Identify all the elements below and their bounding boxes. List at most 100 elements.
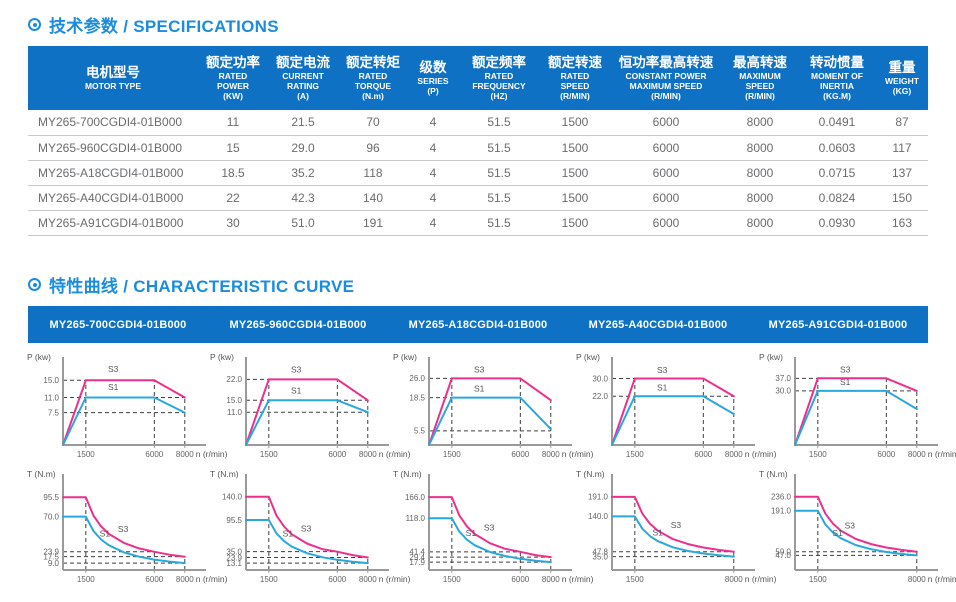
svg-text:1500: 1500 <box>443 575 461 584</box>
svg-text:n (r/min): n (r/min) <box>379 449 411 459</box>
power-curve-chart-5: S3 S1 37.0 30.0 1500 6000 8000 P (kw) n (r/min) <box>757 352 956 465</box>
curve-s3 <box>611 495 735 553</box>
power-curve-chart-2: S3 S1 22.0 15.0 11.0 1500 6000 8000 P (kw) n (r/m… <box>208 352 411 465</box>
table-cell: 29.0 <box>268 135 338 161</box>
table-cell: 150 <box>876 185 928 211</box>
motor-type-cell: MY265-960CGDI4-01B000 <box>28 135 198 161</box>
svg-text:95.5: 95.5 <box>226 516 242 525</box>
table-cell: 35.2 <box>268 160 338 186</box>
table-cell: 15 <box>198 135 268 161</box>
svg-text:140.0: 140.0 <box>222 493 243 502</box>
svg-text:1500: 1500 <box>260 450 278 459</box>
svg-text:n (r/min): n (r/min) <box>745 574 777 584</box>
svg-text:30.0: 30.0 <box>775 387 791 396</box>
svg-text:1500: 1500 <box>626 575 644 584</box>
svg-text:T (N.m): T (N.m) <box>576 469 605 479</box>
characteristic-curve-title-text: 特性曲线 / CHARACTERISTIC CURVE <box>49 277 355 296</box>
svg-text:8000: 8000 <box>176 575 194 584</box>
table-cell: 21.5 <box>268 110 338 136</box>
torque-curve-chart-3: S3 S1 166.0 118.0 41.4 29.4 17.9 1500 6000 8000 T … <box>391 469 594 590</box>
table-cell: 118 <box>338 160 408 186</box>
table-cell: 51.5 <box>458 135 540 161</box>
svg-text:S3: S3 <box>474 364 485 374</box>
curve-s3 <box>245 495 369 559</box>
column-header: 额定电流 CURRENT RATING (A) <box>268 46 338 110</box>
svg-text:6000: 6000 <box>145 450 163 459</box>
svg-text:P (kw): P (kw) <box>576 352 600 362</box>
svg-text:22.0: 22.0 <box>592 392 608 401</box>
svg-text:n (r/min): n (r/min) <box>562 449 594 459</box>
specifications-table: 电机型号 MOTOR TYPE 额定功率 RATED POWER (KW) 额定电流 CURR… <box>28 46 928 236</box>
table-cell: 6000 <box>610 110 722 136</box>
svg-text:22.0: 22.0 <box>226 375 242 384</box>
svg-text:17.5: 17.5 <box>43 552 59 561</box>
svg-text:8000: 8000 <box>542 575 560 584</box>
svg-text:S3: S3 <box>845 520 856 530</box>
table-cell: 11 <box>198 110 268 136</box>
column-header: 级数 SERIES (P) <box>408 46 458 110</box>
svg-text:n (r/min): n (r/min) <box>928 574 956 584</box>
table-cell: 4 <box>408 110 458 136</box>
section-bullet-icon <box>28 278 41 291</box>
table-cell: 6000 <box>610 135 722 161</box>
specifications-table-body: MY265-700CGDI4-01B000 11 21.5 70 4 51.5 1500 60… <box>28 110 928 236</box>
torque-curves-row: S3 S1 95.5 70.0 23.9 17.5 9.0 1500 6000 8000 T (N.… <box>25 469 956 590</box>
table-cell: 117 <box>876 135 928 161</box>
torque-curve-chart-1: S3 S1 95.5 70.0 23.9 17.5 9.0 1500 6000 8000 T (N.… <box>25 469 228 590</box>
curve-s3 <box>428 496 552 559</box>
curve-s1 <box>245 519 369 565</box>
motor-type-cell: MY265-700CGDI4-01B000 <box>28 110 198 136</box>
table-row: MY265-A40CGDI4-01B000 22 42.3 140 4 51.5 1500 6… <box>28 185 928 211</box>
svg-text:35.0: 35.0 <box>226 547 242 556</box>
curve-s3 <box>428 377 552 446</box>
svg-text:11.0: 11.0 <box>227 408 243 417</box>
table-row: MY265-A18CGDI4-01B000 18.5 35.2 118 4 51.5 150… <box>28 160 928 186</box>
svg-text:P (kw): P (kw) <box>759 352 783 362</box>
svg-text:18.5: 18.5 <box>409 393 425 402</box>
svg-text:T (N.m): T (N.m) <box>210 469 239 479</box>
svg-text:140.0: 140.0 <box>588 512 609 521</box>
curve-s1 <box>794 509 918 557</box>
column-header: 额定转速 RATED SPEED (R/MIN) <box>540 46 610 110</box>
table-cell: 30 <box>198 210 268 236</box>
svg-text:S1: S1 <box>652 528 663 538</box>
svg-text:T (N.m): T (N.m) <box>393 469 422 479</box>
table-row: MY265-A91CGDI4-01B000 30 51.0 191 4 51.5 1500 6… <box>28 210 928 236</box>
torque-curve-chart-5: S3 S1 236.0 191.0 59.0 47.0 1500 8000 T (N.m) n (… <box>757 469 956 590</box>
svg-text:P (kw): P (kw) <box>210 352 234 362</box>
curve-s1 <box>794 389 918 446</box>
svg-text:23.9: 23.9 <box>226 553 242 562</box>
svg-text:S1: S1 <box>466 528 477 538</box>
table-cell: 1500 <box>540 110 610 136</box>
torque-curve-chart-4: S3 S1 191.0 140.0 47.8 35.0 1500 8000 T (N.m) n (… <box>574 469 777 590</box>
table-cell: 8000 <box>722 135 798 161</box>
svg-text:6000: 6000 <box>328 575 346 584</box>
svg-text:41.4: 41.4 <box>409 548 425 557</box>
svg-text:9.0: 9.0 <box>48 559 60 568</box>
torque-curve-chart-2: S3 S1 140.0 95.5 35.0 23.9 13.1 1500 6000 8000 T (… <box>208 469 411 590</box>
svg-text:191.0: 191.0 <box>588 493 609 502</box>
svg-text:n (r/min): n (r/min) <box>379 574 411 584</box>
table-row: MY265-960CGDI4-01B000 15 29.0 96 4 51.5 1500 60… <box>28 135 928 161</box>
svg-text:S3: S3 <box>118 524 129 534</box>
table-cell: 8000 <box>722 210 798 236</box>
svg-text:8000: 8000 <box>542 450 560 459</box>
power-curves-row: S3 S1 15.0 11.0 7.5 1500 6000 8000 P (kw) n (r/mi… <box>25 352 956 465</box>
table-cell: 137 <box>876 160 928 186</box>
curve-s1 <box>428 396 552 446</box>
svg-text:S3: S3 <box>108 364 119 374</box>
table-cell: 87 <box>876 110 928 136</box>
table-cell: 0.0603 <box>798 135 876 161</box>
table-cell: 4 <box>408 185 458 211</box>
column-header: 重量 WEIGHT (KG) <box>876 46 928 110</box>
svg-text:95.5: 95.5 <box>43 493 59 502</box>
table-cell: 163 <box>876 210 928 236</box>
svg-text:1500: 1500 <box>77 450 95 459</box>
specifications-title-text: 技术参数 / SPECIFICATIONS <box>49 17 279 36</box>
svg-text:S3: S3 <box>657 365 668 375</box>
svg-text:6000: 6000 <box>328 450 346 459</box>
svg-text:P (kw): P (kw) <box>27 352 51 362</box>
column-header: 额定频率 RATED FREQUENCY (HZ) <box>458 46 540 110</box>
table-cell: 1500 <box>540 210 610 236</box>
